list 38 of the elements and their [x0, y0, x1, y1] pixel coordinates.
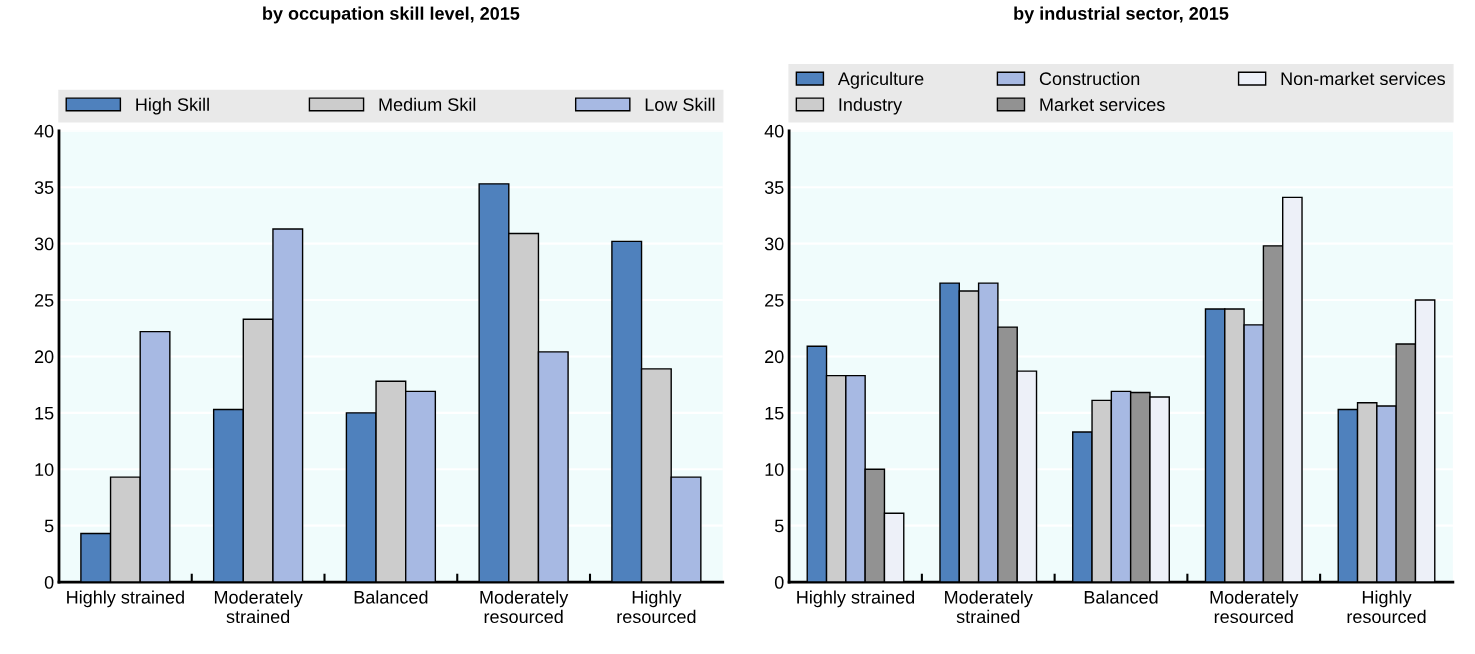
x-tick-label: Highly resourced	[1347, 590, 1426, 624]
x-tick-label: Highly resourced	[617, 590, 696, 624]
y-tick-label: 15	[765, 406, 784, 420]
y-tick-label: 25	[34, 293, 54, 307]
y-tick-label: 25	[765, 293, 784, 307]
y-tick-label: 15	[35, 406, 54, 420]
legend-label: Non-market services	[1281, 71, 1446, 86]
y-tick-label: 5	[774, 519, 784, 533]
chart-title: by occupation skill level, 2015	[263, 6, 520, 24]
y-tick-label: 40	[764, 124, 784, 138]
y-tick-label: 5	[44, 519, 54, 533]
x-tick-label: Highly strained	[797, 590, 915, 608]
x-tick-label: Highly strained	[67, 590, 184, 608]
y-tick-label: 20	[765, 350, 784, 364]
legend-label: Medium Skil	[379, 97, 476, 111]
y-tick-label: 20	[34, 350, 54, 364]
y-tick-label: 0	[774, 575, 784, 589]
y-tick-label: 35	[34, 181, 54, 194]
y-tick-label: 0	[44, 575, 54, 589]
x-tick-label: Moderately resourced	[480, 590, 569, 624]
y-tick-label: 30	[34, 237, 54, 251]
y-tick-label: 10	[35, 463, 54, 476]
legend-label: Market services	[1040, 97, 1165, 111]
x-tick-label: Moderately strained	[214, 590, 303, 624]
chart-title: by industrial sector, 2015	[1014, 6, 1229, 24]
y-tick-label: 35	[764, 181, 784, 194]
legend-label: Low Skill	[645, 97, 715, 111]
x-tick-label: Balanced	[1084, 590, 1158, 604]
x-tick-label: Moderately strained	[945, 590, 1033, 624]
y-tick-label: 30	[764, 237, 784, 251]
legend-label: Industry	[839, 97, 903, 115]
legend-label: Agriculture	[837, 71, 924, 89]
y-tick-label: 40	[34, 124, 54, 138]
x-tick-label: Balanced	[354, 590, 428, 604]
legend-label: High Skill	[136, 97, 209, 115]
legend-label: Construction	[1039, 71, 1140, 86]
x-tick-label: Moderately resourced	[1210, 590, 1299, 624]
y-tick-label: 10	[765, 463, 784, 476]
